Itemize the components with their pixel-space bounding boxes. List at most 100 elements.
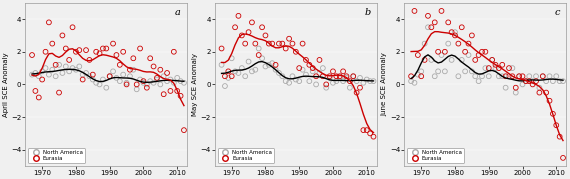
Point [528,80,537,83]
Point [129,57,138,60]
Point [501,75,510,78]
Point [88,73,97,76]
Text: b: b [364,8,370,17]
Point [545,99,554,102]
Point [254,54,263,56]
Point [71,50,80,53]
Point [420,59,429,61]
Point [48,68,57,71]
Y-axis label: June SCE Anomaly: June SCE Anomaly [382,52,388,116]
Point [92,50,101,53]
Point [498,63,507,66]
Point [284,37,294,40]
Point [78,78,87,81]
Y-axis label: May SCE Anomaly: May SCE Anomaly [192,53,198,116]
Point [318,67,327,69]
Point [487,59,496,61]
Point [461,50,470,53]
Point [545,75,554,78]
Point [38,70,47,73]
Point [41,67,50,69]
Point [268,42,277,45]
Point [224,76,233,79]
Point [166,78,175,81]
Point [268,62,277,65]
Point [535,86,544,89]
Point [339,70,348,73]
Point [34,96,43,99]
Point [176,80,185,83]
Point [180,81,189,84]
Point [312,83,321,86]
Point [105,75,114,78]
Point [119,50,128,53]
Point [362,78,371,81]
Point [75,49,84,52]
Point [125,68,135,71]
Point [474,54,483,56]
Point [298,68,307,71]
Legend: North America, Eurasia: North America, Eurasia [28,148,85,163]
Point [281,47,290,50]
Point [82,49,91,52]
Point [41,50,50,53]
Point [454,42,463,45]
Point [145,57,154,60]
Point [365,132,374,135]
Text: a: a [175,8,181,17]
Point [251,42,260,45]
Point [224,70,233,73]
Point [295,67,304,69]
Point [359,81,368,84]
Point [352,80,361,83]
Point [434,70,443,73]
Point [31,90,40,92]
Point [427,26,436,29]
Point [85,75,94,78]
Point [349,75,358,78]
Point [508,67,517,69]
Point [559,156,568,159]
Point [332,75,341,78]
Point [119,73,128,76]
Point [38,78,47,81]
Point [108,70,117,73]
Point [85,59,94,61]
Point [552,124,561,127]
Point [511,91,520,94]
Point [58,34,67,37]
Point [61,65,70,68]
Point [217,63,226,66]
Point [454,75,463,78]
Point [298,42,307,45]
Point [166,90,175,92]
Point [142,86,152,89]
Point [27,73,36,76]
Point [345,80,355,83]
Point [345,86,355,89]
Point [169,81,178,84]
Point [48,42,57,45]
Point [484,67,493,69]
Point [478,75,487,78]
Point [156,83,165,86]
Point [352,91,361,94]
Point [417,75,426,78]
Point [318,75,327,78]
Point [321,83,331,86]
Point [504,67,514,69]
Point [156,68,165,71]
Point [410,9,419,12]
Point [417,70,426,73]
Point [538,75,547,78]
Point [247,21,256,24]
Point [342,76,351,79]
Point [105,75,114,78]
Point [339,80,348,83]
Point [241,42,250,45]
Point [542,80,551,83]
Point [430,21,439,24]
Point [132,83,141,86]
Point [443,42,453,45]
Point [335,75,344,78]
